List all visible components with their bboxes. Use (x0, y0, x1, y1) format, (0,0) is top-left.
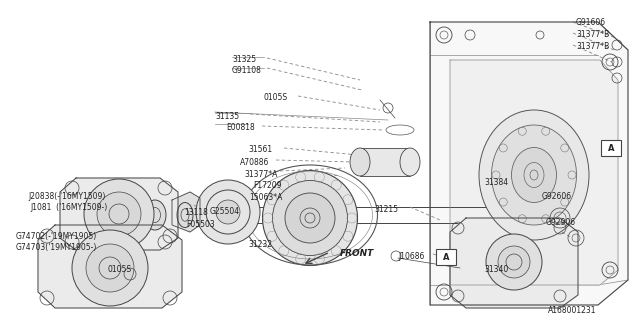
Circle shape (97, 192, 141, 236)
Circle shape (196, 180, 260, 244)
Text: G74702(-'19MY1905): G74702(-'19MY1905) (16, 232, 97, 241)
Circle shape (72, 230, 148, 306)
Circle shape (498, 246, 530, 278)
Text: J1081  ('16MY1509-): J1081 ('16MY1509-) (30, 203, 108, 212)
Circle shape (486, 234, 542, 290)
FancyBboxPatch shape (601, 140, 621, 156)
Circle shape (84, 179, 154, 249)
Text: 31215: 31215 (374, 205, 398, 214)
Text: J10686: J10686 (398, 252, 424, 261)
Text: 31325: 31325 (232, 55, 256, 64)
Circle shape (206, 190, 250, 234)
Ellipse shape (479, 110, 589, 240)
Polygon shape (450, 60, 618, 285)
Polygon shape (172, 192, 200, 232)
Text: F05503: F05503 (186, 220, 215, 229)
Polygon shape (60, 178, 178, 250)
Text: G25504: G25504 (210, 207, 240, 216)
FancyBboxPatch shape (436, 249, 456, 265)
Text: F17209: F17209 (253, 181, 282, 190)
Ellipse shape (144, 200, 166, 230)
Text: 31135: 31135 (215, 112, 239, 121)
Text: 31561: 31561 (248, 145, 272, 154)
Text: 15063*A: 15063*A (249, 193, 282, 202)
Ellipse shape (177, 203, 193, 228)
Ellipse shape (262, 171, 358, 266)
Circle shape (216, 200, 240, 224)
Text: G92606: G92606 (542, 192, 572, 201)
Text: 31377*B: 31377*B (576, 42, 609, 51)
Polygon shape (430, 22, 628, 305)
Text: 31377*B: 31377*B (576, 30, 609, 39)
Text: 31384: 31384 (484, 178, 508, 187)
Ellipse shape (492, 125, 577, 225)
Text: 0105S: 0105S (264, 93, 288, 102)
Ellipse shape (285, 193, 335, 243)
Text: 31377*A: 31377*A (244, 170, 277, 179)
Circle shape (86, 244, 134, 292)
Text: 31340: 31340 (484, 265, 508, 274)
Text: G91606: G91606 (576, 18, 606, 27)
Text: A70886: A70886 (240, 158, 269, 167)
Ellipse shape (273, 180, 348, 255)
Text: 31232: 31232 (248, 240, 272, 249)
Text: E00818: E00818 (226, 123, 255, 132)
Text: G92906: G92906 (546, 218, 576, 227)
Text: A: A (608, 143, 614, 153)
Text: A: A (443, 252, 449, 261)
Ellipse shape (202, 203, 218, 228)
Ellipse shape (350, 148, 370, 176)
Ellipse shape (400, 148, 420, 176)
Text: A168001231: A168001231 (548, 306, 596, 315)
Text: G74703('19MY1905-): G74703('19MY1905-) (16, 243, 97, 252)
Ellipse shape (511, 148, 557, 203)
Text: G91108: G91108 (232, 66, 262, 75)
Text: 0105S: 0105S (108, 265, 132, 274)
Polygon shape (450, 218, 578, 308)
Polygon shape (38, 225, 182, 308)
Bar (360, 148, 410, 176)
Text: J20838(-'16MY1509): J20838(-'16MY1509) (28, 192, 106, 201)
Text: 13118: 13118 (184, 208, 208, 217)
Text: FRONT: FRONT (340, 249, 374, 258)
